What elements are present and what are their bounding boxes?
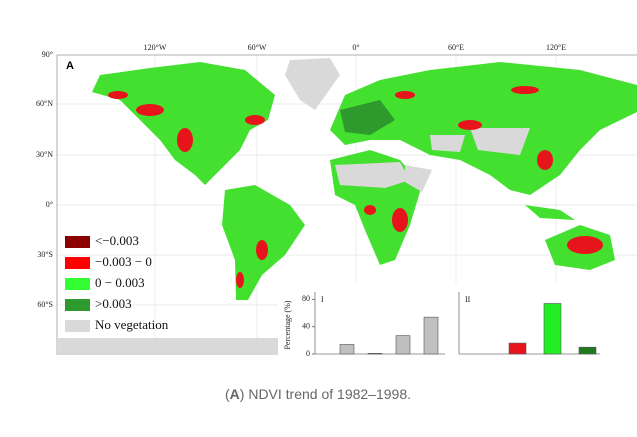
inset-background <box>278 283 637 357</box>
caption: (A) NDVI trend of 1982–1998. <box>225 386 411 402</box>
legend-label: 0 − 0.003 <box>95 275 145 290</box>
bar <box>543 303 562 355</box>
legend-swatch <box>65 320 90 332</box>
longitude-label: 120°W <box>144 43 167 52</box>
legend-swatch <box>65 299 90 311</box>
longitude-label: 120°E <box>546 43 566 52</box>
y-tick-label: 40 <box>302 322 310 331</box>
legend-swatch <box>65 257 90 269</box>
latitude-label: 30°S <box>37 250 53 259</box>
latitude-label: 90° <box>42 50 53 59</box>
bar <box>367 353 383 355</box>
bar <box>395 335 411 355</box>
caption-text: ) NDVI trend of 1982–1998. <box>240 386 411 402</box>
inset-title: I <box>321 295 324 304</box>
bar <box>423 316 439 355</box>
bar <box>578 346 597 355</box>
panel-label: A <box>66 60 74 72</box>
y-tick-label: 0 <box>306 349 310 358</box>
longitude-label: 60°E <box>448 43 464 52</box>
y-tick-label: 80 <box>302 294 310 303</box>
legend-swatch <box>65 236 90 248</box>
latitude-label: 60°S <box>37 300 53 309</box>
bar <box>339 344 355 355</box>
legend-label: >0.003 <box>95 296 132 311</box>
legend-swatch <box>65 278 90 290</box>
longitude-label: 60°W <box>248 43 267 52</box>
latitude-label: 30°N <box>36 150 53 159</box>
longitude-label: 0° <box>352 43 359 52</box>
latitude-label: 0° <box>46 200 53 209</box>
caption-label: A <box>230 386 240 402</box>
map-decline-patches <box>108 86 553 288</box>
latitude-label: 60°N <box>36 99 53 108</box>
legend-label: No vegetation <box>95 317 169 332</box>
caption-open: ( <box>225 386 230 402</box>
legend-label: <−0.003 <box>95 233 139 248</box>
bar <box>508 342 527 355</box>
y-axis-label: Percentage (%) <box>283 300 292 349</box>
legend-label: −0.003 − 0 <box>95 254 152 269</box>
inset-title: II <box>465 295 471 304</box>
